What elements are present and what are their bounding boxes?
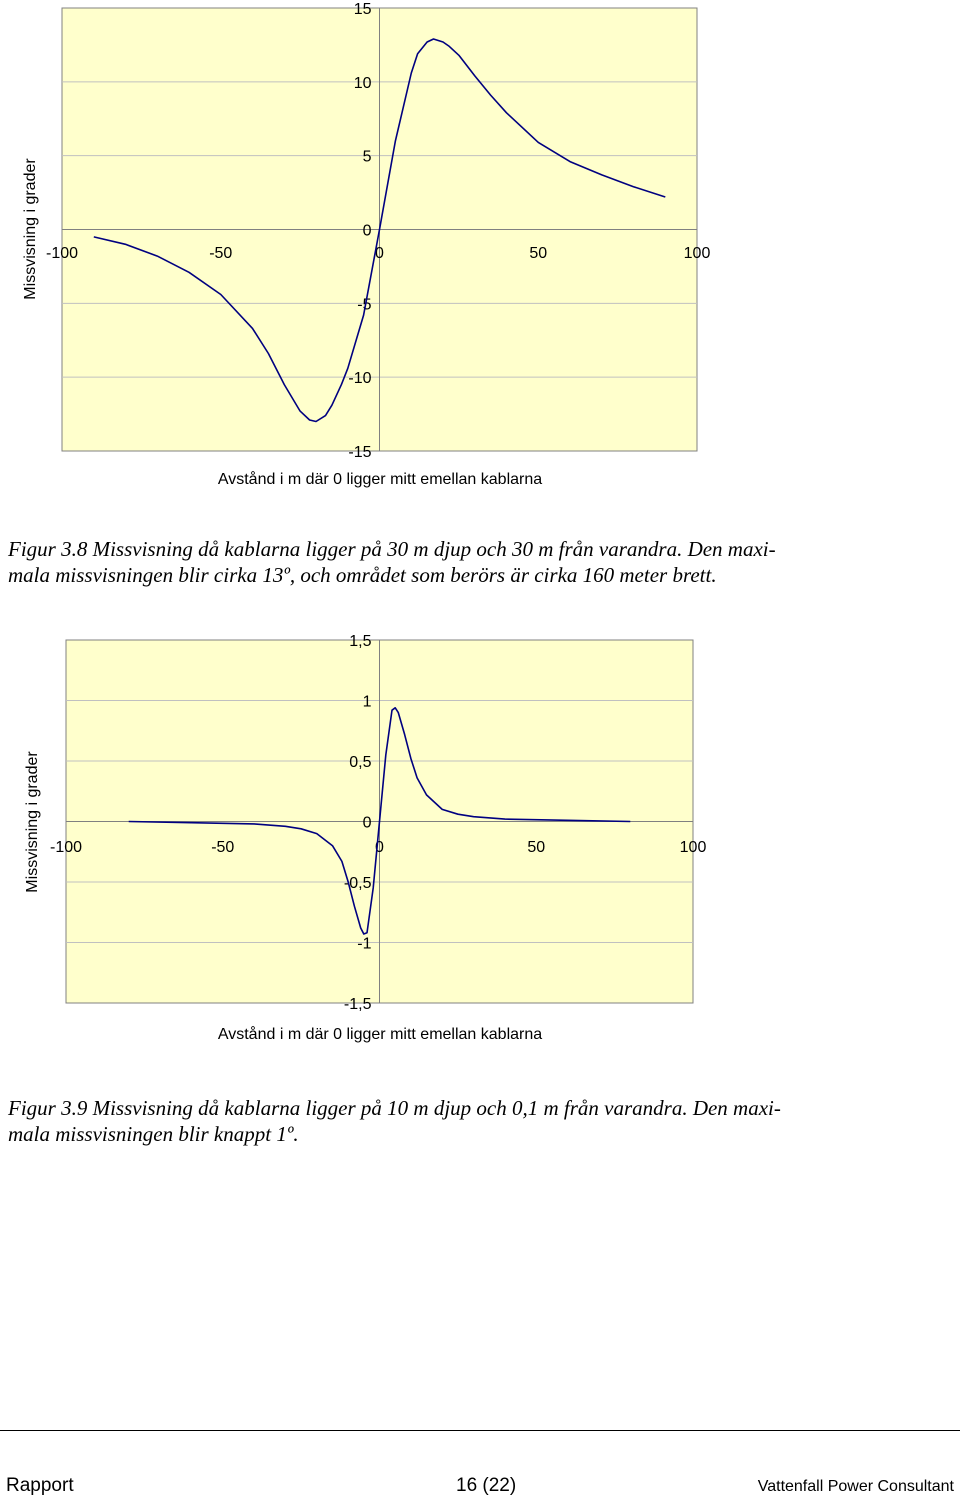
x-tick-label: 50 (527, 839, 545, 856)
y-tick-label: -1,5 (344, 996, 372, 1013)
y-tick-label: 1 (363, 694, 372, 711)
y-tick-label: -5 (357, 296, 371, 313)
figure-3-9-caption: Figur 3.9 Missvisning då kablarna ligger… (8, 1095, 958, 1147)
x-axis-label: Avstånd i m där 0 ligger mitt emellan ka… (218, 1025, 542, 1043)
x-tick-label: -50 (211, 839, 234, 856)
x-tick-label: 0 (375, 839, 384, 856)
y-axis-label: Missvisning i grader (24, 751, 41, 893)
footer-report-label: Rapport (6, 1475, 74, 1496)
series-line (128, 706, 631, 935)
x-tick-label: -50 (209, 245, 232, 262)
caption-line: Figur 3.8 Missvisning då kablarna ligger… (8, 537, 776, 561)
caption-line: mala missvisningen blir knappt 1º. (8, 1122, 299, 1146)
series-line (93, 38, 666, 423)
y-tick-label: 5 (363, 149, 372, 166)
x-tick-label: 0 (375, 245, 384, 262)
y-tick-label: -15 (348, 444, 371, 461)
y-tick-label: -1 (357, 936, 371, 953)
figure-3-8-caption: Figur 3.8 Missvisning då kablarna ligger… (8, 536, 958, 588)
x-axis-label: Avstånd i m där 0 ligger mitt emellan ka… (218, 470, 542, 488)
y-tick-label: 1,5 (349, 633, 371, 650)
y-tick-label: 15 (354, 1, 372, 18)
y-tick-label: 0,5 (349, 754, 371, 771)
x-tick-label: 50 (529, 245, 547, 262)
y-tick-label: 10 (354, 75, 372, 92)
x-tick-label: -100 (46, 245, 78, 262)
x-tick-label: 100 (684, 245, 711, 262)
y-tick-label: -0,5 (344, 875, 372, 892)
y-axis-label: Missvisning i grader (22, 158, 39, 300)
caption-line: mala missvisningen blir cirka 13º, och o… (8, 563, 717, 587)
y-tick-label: 0 (363, 815, 372, 832)
y-tick-label: -10 (348, 370, 371, 387)
x-tick-label: -100 (50, 839, 82, 856)
caption-line: Figur 3.9 Missvisning då kablarna ligger… (8, 1096, 781, 1120)
footer-company: Vattenfall Power Consultant (757, 1478, 954, 1495)
footer-page-number: 16 (22) (456, 1475, 517, 1496)
chart-figure-3-9: 1,5 1 0,5 0 -0,5 -1 -1,5 -100 -50 0 50 100 Avstånd i… (24, 633, 707, 1043)
y-tick-label: 0 (363, 223, 372, 240)
footer-divider (0, 1430, 960, 1431)
x-tick-label: 100 (680, 839, 707, 856)
